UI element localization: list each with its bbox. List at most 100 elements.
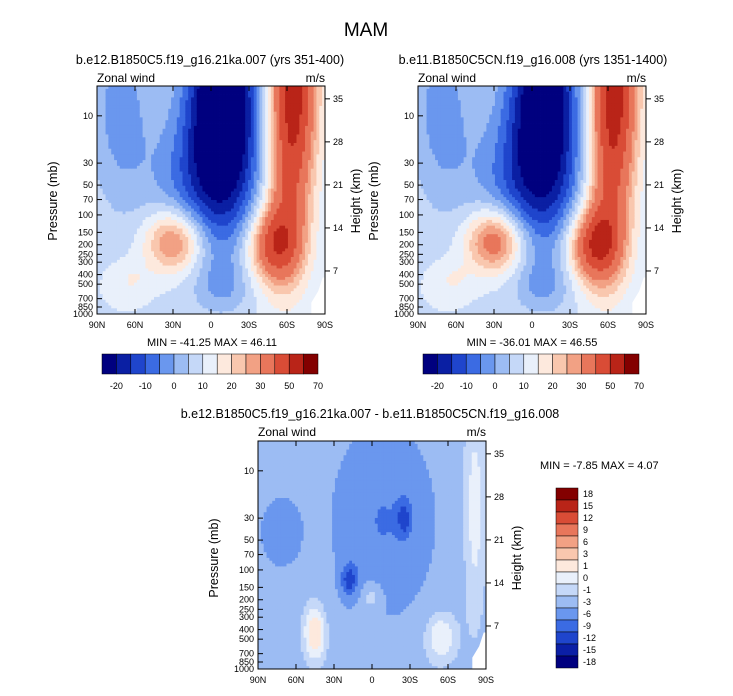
field-cell bbox=[156, 262, 161, 266]
field-cell bbox=[265, 117, 269, 121]
field-cell bbox=[219, 291, 223, 295]
field-cell bbox=[142, 114, 146, 118]
field-cell bbox=[256, 222, 260, 227]
field-cell bbox=[208, 117, 212, 121]
field-cell bbox=[168, 205, 172, 209]
field-cell bbox=[225, 276, 229, 281]
field-cell bbox=[245, 211, 249, 215]
field-cell bbox=[145, 182, 149, 187]
field-cell bbox=[228, 91, 232, 95]
field-cell bbox=[230, 168, 235, 172]
field-cell bbox=[233, 123, 238, 127]
field-cell bbox=[134, 157, 138, 161]
field-cell bbox=[202, 160, 206, 164]
field-cell bbox=[208, 188, 212, 192]
field-cell bbox=[168, 111, 172, 115]
field-cell bbox=[134, 177, 138, 181]
field-cell bbox=[202, 219, 206, 224]
field-cell bbox=[236, 271, 240, 275]
field-cell bbox=[162, 182, 166, 187]
field-cell bbox=[208, 302, 212, 306]
field-cell bbox=[228, 211, 232, 215]
field-cell bbox=[154, 219, 158, 224]
field-cell bbox=[151, 105, 155, 110]
field-cell bbox=[233, 86, 238, 90]
field-cell bbox=[202, 294, 206, 298]
field-cell bbox=[265, 251, 269, 255]
field-cell bbox=[111, 145, 115, 150]
field-cell bbox=[262, 117, 266, 121]
field-cell bbox=[268, 285, 272, 289]
field-cell bbox=[211, 154, 215, 158]
field-cell bbox=[228, 291, 232, 295]
field-cell bbox=[116, 274, 121, 278]
field-cell bbox=[173, 231, 178, 235]
field-cell bbox=[176, 271, 181, 275]
field-cell bbox=[179, 105, 183, 110]
field-cell bbox=[151, 157, 155, 161]
field-cell bbox=[151, 123, 155, 127]
field-cell bbox=[245, 111, 249, 115]
field-cell bbox=[136, 111, 141, 115]
field-cell bbox=[134, 291, 138, 295]
field-cell bbox=[208, 205, 212, 209]
field-cell bbox=[148, 185, 152, 189]
field-cell bbox=[216, 214, 220, 218]
field-cell bbox=[256, 211, 260, 215]
field-cell bbox=[222, 231, 226, 235]
field-cell bbox=[108, 282, 112, 286]
field-cell bbox=[211, 265, 215, 269]
field-cell bbox=[134, 165, 138, 170]
field-cell bbox=[108, 285, 112, 289]
field-cell bbox=[111, 262, 115, 266]
field-cell bbox=[136, 86, 141, 90]
field-cell bbox=[111, 302, 115, 306]
field-cell bbox=[225, 211, 229, 215]
field-cell bbox=[185, 108, 189, 113]
field-cell bbox=[105, 191, 109, 195]
field-cell bbox=[230, 162, 235, 167]
field-cell bbox=[142, 188, 146, 192]
field-cell bbox=[151, 100, 155, 104]
field-cell bbox=[171, 140, 175, 144]
field-cell bbox=[97, 294, 101, 298]
field-cell bbox=[230, 305, 235, 309]
field-cell bbox=[199, 248, 203, 252]
field-cell bbox=[128, 268, 132, 272]
field-cell bbox=[114, 268, 118, 272]
field-cell bbox=[228, 197, 232, 201]
field-cell bbox=[193, 182, 198, 187]
field-cell bbox=[136, 200, 141, 204]
field-cell bbox=[154, 214, 158, 218]
field-cell bbox=[268, 103, 272, 107]
field-cell bbox=[268, 168, 272, 172]
field-cell bbox=[139, 274, 143, 278]
field-cell bbox=[122, 239, 126, 244]
field-cell bbox=[253, 143, 257, 147]
field-cell bbox=[173, 288, 178, 292]
field-cell bbox=[230, 171, 235, 175]
field-cell bbox=[262, 262, 266, 266]
field-cell bbox=[159, 111, 163, 115]
field-cell bbox=[222, 222, 226, 227]
field-cell bbox=[116, 202, 121, 207]
field-cell bbox=[168, 191, 172, 195]
field-cell bbox=[171, 97, 175, 101]
field-cell bbox=[145, 180, 149, 184]
field-cell bbox=[171, 165, 175, 170]
field-cell bbox=[225, 157, 229, 161]
field-cell bbox=[193, 242, 198, 246]
field-cell bbox=[119, 231, 124, 235]
field-cell bbox=[270, 305, 275, 309]
field-cell bbox=[233, 296, 238, 301]
field-cell bbox=[176, 291, 181, 295]
field-cell bbox=[148, 248, 152, 252]
field-cell bbox=[188, 251, 192, 255]
field-cell bbox=[114, 239, 118, 244]
field-cell bbox=[250, 123, 255, 127]
field-cell bbox=[176, 217, 181, 221]
field-cell bbox=[230, 282, 235, 286]
field-cell bbox=[228, 262, 232, 266]
field-cell bbox=[156, 165, 161, 170]
field-cell bbox=[191, 157, 195, 161]
